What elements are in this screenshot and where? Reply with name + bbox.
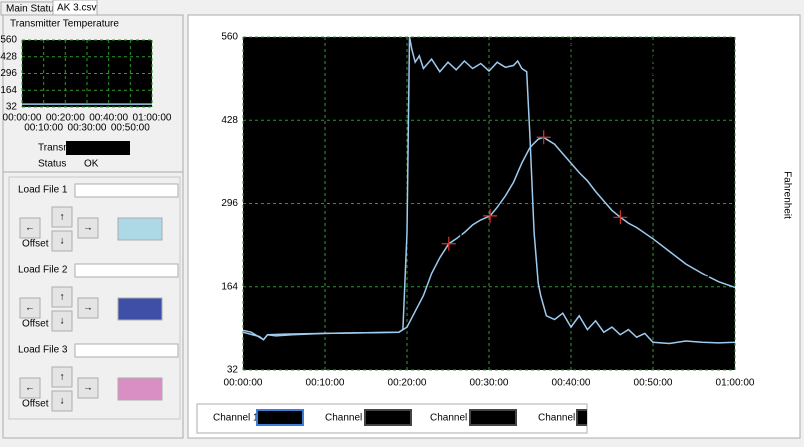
cursor-cross <box>613 210 628 225</box>
x-tick-label: 00:30:00 <box>470 378 509 389</box>
cursor-cross <box>536 130 551 145</box>
arrow-button[interactable] <box>77 297 99 319</box>
arrow-button[interactable] <box>51 310 73 332</box>
file-path-box[interactable] <box>74 263 179 278</box>
x-tick-label: 01:00:00 <box>716 378 755 389</box>
x-tick-label: 00:50:00 <box>111 123 150 134</box>
y-tick-label: 164 <box>0 85 17 96</box>
arrow-glyph[interactable]: ↓ <box>60 236 65 247</box>
x-tick-label: 01:00:00 <box>133 113 172 124</box>
tab-label[interactable]: Main Status <box>6 4 59 15</box>
arrow-button[interactable] <box>51 230 73 252</box>
arrow-glyph[interactable]: → <box>83 223 93 234</box>
transmitter-box <box>66 141 130 155</box>
load-file-label: Load File 3 <box>18 345 68 356</box>
y-tick-label: 560 <box>221 32 238 43</box>
x-tick-label: 00:50:00 <box>634 378 673 389</box>
transmitter-label: Transmitter <box>38 143 89 154</box>
arrow-button[interactable] <box>77 377 99 399</box>
cursor-number: 1 <box>458 230 464 241</box>
panel-title: Transmitter Temperature <box>10 19 119 30</box>
legend-items: Channel 1 Channel 2 Channel 3 Channel 4 <box>213 409 623 426</box>
cursor-number: 3 <box>553 124 559 135</box>
x-tick-label: 00:10:00 <box>24 123 63 134</box>
legend-swatch[interactable] <box>469 409 517 426</box>
status-value: OK <box>84 159 99 170</box>
arrow-glyph[interactable]: ↑ <box>60 292 65 303</box>
offset-label: Offset <box>22 399 49 410</box>
annotation: 5 <box>704 269 710 280</box>
y-tick-label: 560 <box>0 35 17 46</box>
offset-label: Offset <box>22 239 49 250</box>
x-tick-label: 00:40:00 <box>89 113 128 124</box>
legend-label: Channel 1 <box>213 413 259 424</box>
arrow-glyph[interactable]: → <box>83 303 93 314</box>
status-label: Status <box>38 159 66 170</box>
x-tick-label: 00:40:00 <box>552 378 591 389</box>
arrow-button[interactable] <box>77 217 99 239</box>
load-file-label: Load File 2 <box>18 265 68 276</box>
cursor-number: 4 <box>629 204 635 215</box>
color-swatch[interactable] <box>117 297 163 321</box>
legend-label: Channel 2 <box>325 413 371 424</box>
arrow-glyph[interactable]: ← <box>25 383 35 394</box>
y-tick-label: 296 <box>221 198 238 209</box>
y-tick-label: 428 <box>221 115 238 126</box>
arrow-glyph[interactable]: ← <box>25 223 35 234</box>
y-axis-title: Fahrenheit <box>781 171 792 219</box>
y-tick-label: 296 <box>0 68 17 79</box>
arrow-button[interactable] <box>51 206 73 228</box>
load-group <box>8 176 181 420</box>
legend-swatch[interactable] <box>576 409 623 426</box>
x-tick-label: 00:20:00 <box>46 113 85 124</box>
offset-label: Offset <box>22 319 49 330</box>
legend-label: Channel 3 <box>430 413 476 424</box>
arrow-button[interactable] <box>51 366 73 388</box>
cursor-readout: Cursor 4: 274.1° F 00:46:01 <box>531 81 655 92</box>
arrow-button[interactable] <box>51 286 73 308</box>
arrow-glyph[interactable]: ← <box>25 303 35 314</box>
arrow-button[interactable] <box>19 217 41 239</box>
arrow-glyph[interactable]: ↑ <box>60 212 65 223</box>
legend-swatch[interactable] <box>364 409 412 426</box>
cursor-readout: Cursor 3: 401.1° F 00:36:40 <box>531 68 655 79</box>
cursor-cross <box>483 208 498 223</box>
file-path-box[interactable] <box>74 183 179 198</box>
x-tick-label: 00:10:00 <box>306 378 345 389</box>
arrow-glyph[interactable]: ↓ <box>60 316 65 327</box>
arrow-glyph[interactable]: → <box>83 383 93 394</box>
arrow-button[interactable] <box>19 297 41 319</box>
file-path-box[interactable] <box>74 343 179 358</box>
x-tick-label: 00:00:00 <box>224 378 263 389</box>
color-swatch[interactable] <box>117 217 163 241</box>
legend-label: Channel 4 <box>538 413 584 424</box>
y-tick-label: 32 <box>6 102 18 113</box>
load-file-label: Load File 1 <box>18 185 68 196</box>
cursor-number: 2 <box>499 203 505 214</box>
y-tick-label: 428 <box>0 51 17 62</box>
cursor-cross <box>441 236 456 251</box>
x-tick-label: 00:00:00 <box>3 113 42 124</box>
arrow-glyph[interactable]: ↑ <box>60 372 65 383</box>
series-line <box>242 136 736 341</box>
tab-label[interactable]: AK 3.csv <box>57 3 96 14</box>
legend-swatch[interactable] <box>256 409 304 426</box>
cursor-readout: Cursor 1: 232.2° F 00:25:06 <box>531 42 655 53</box>
y-tick-label: 32 <box>227 365 239 376</box>
cursor-readout: Cursor 2: 276.4° F 00:30:08 <box>531 55 655 66</box>
arrow-button[interactable] <box>51 390 73 412</box>
color-swatch[interactable] <box>117 377 163 401</box>
x-tick-label: 00:30:00 <box>68 123 107 134</box>
x-tick-label: 00:20:00 <box>388 378 427 389</box>
arrow-button[interactable] <box>19 377 41 399</box>
y-tick-label: 164 <box>221 281 238 292</box>
arrow-glyph[interactable]: ↓ <box>60 396 65 407</box>
